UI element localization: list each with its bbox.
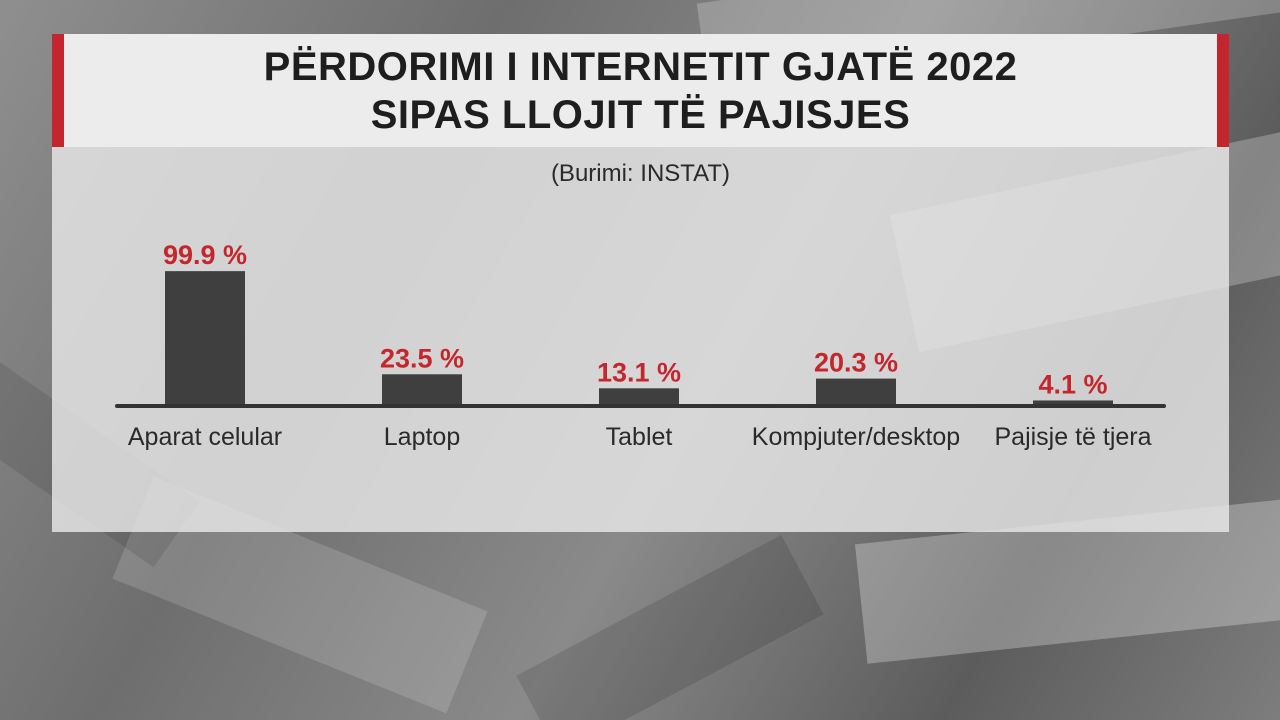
chart-title-line-2: SIPAS LLOJIT TË PAJISJES — [370, 92, 911, 137]
background-shape — [516, 534, 824, 720]
bar — [599, 388, 679, 406]
chart-title-line-1: PËRDORIMI I INTERNETIT GJATË 2022 — [263, 44, 1018, 89]
bar — [1033, 400, 1113, 406]
chart-title-banner: PËRDORIMI I INTERNETIT GJATË 2022 SIPAS … — [52, 34, 1229, 147]
category-label: Tablet — [606, 423, 673, 451]
value-label: 99.9 % — [163, 240, 247, 270]
bar-chart: 99.9 % Aparat celular 23.5 % Laptop 13.1 % Ta… — [115, 240, 1166, 451]
bar — [382, 374, 462, 406]
value-label: 23.5 % — [380, 343, 464, 373]
category-label: Kompjuter/desktop — [752, 423, 960, 451]
category-label: Aparat celular — [128, 423, 282, 451]
value-label: 4.1 % — [1038, 369, 1107, 399]
bar — [816, 378, 896, 406]
value-label: 20.3 % — [814, 348, 898, 378]
chart-panel: (Burimi: INSTAT) 99.9 % Aparat celular 23.… — [52, 147, 1229, 532]
category-label: Pajisje të tjera — [994, 423, 1151, 451]
bar — [165, 271, 245, 406]
chart-source: (Burimi: INSTAT) — [550, 160, 731, 187]
value-label: 13.1 % — [597, 357, 681, 387]
category-label: Laptop — [384, 423, 460, 451]
